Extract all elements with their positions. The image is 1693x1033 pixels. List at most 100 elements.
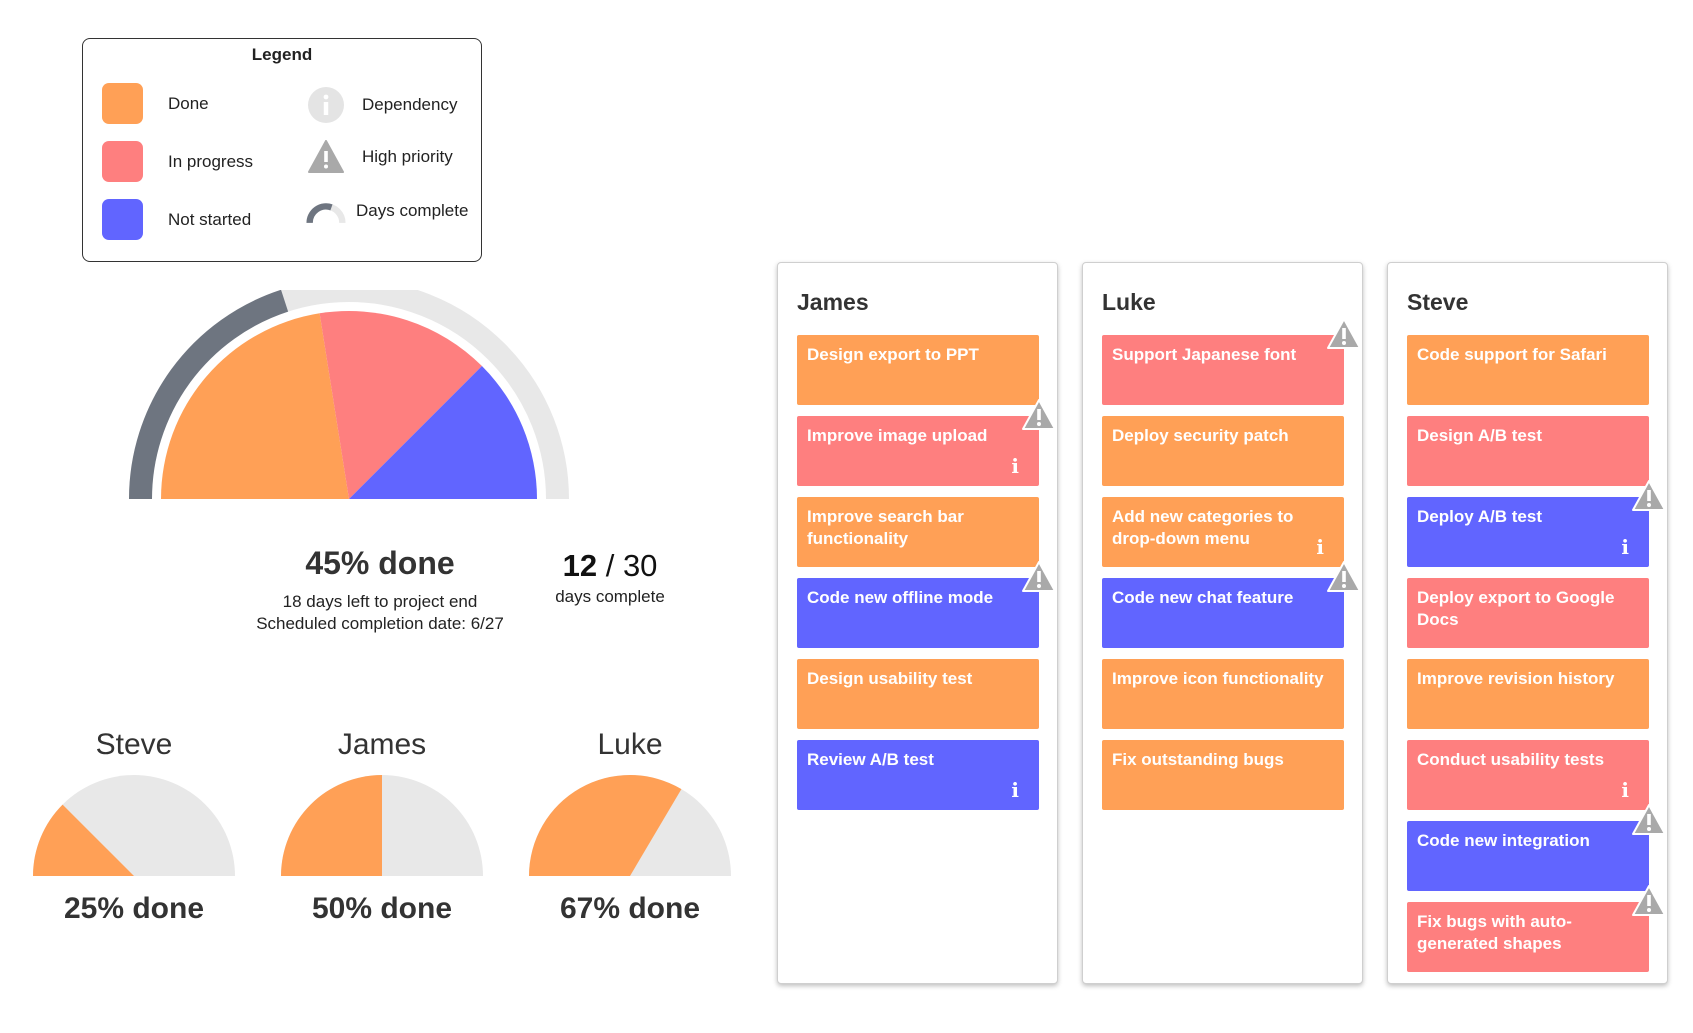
info-icon	[306, 85, 346, 125]
task-title: Design usability test	[807, 669, 973, 688]
task-title: Design A/B test	[1417, 426, 1543, 445]
pie-slice-not-started	[349, 366, 537, 499]
task-title: Code new integration	[1417, 831, 1590, 850]
task-title: Improve icon functionality	[1112, 669, 1324, 688]
warning-icon	[1632, 804, 1666, 835]
pie-slice-in-progress	[319, 310, 482, 499]
person-gauge-steve: Steve 25% done	[14, 728, 254, 926]
days-done-value: 12	[562, 548, 598, 583]
person-gauge-james: James 50% done	[262, 728, 502, 926]
task-card[interactable]: Deploy export to Google Docs	[1407, 578, 1649, 648]
legend-title: Legend	[251, 45, 313, 64]
project-progress-gauge	[129, 290, 569, 500]
task-card[interactable]: Conduct usability tests i	[1407, 740, 1649, 810]
task-title: Code support for Safari	[1417, 345, 1607, 364]
in-progress-swatch	[102, 141, 143, 182]
done-swatch	[102, 83, 143, 124]
info-icon[interactable]: i	[1621, 535, 1629, 559]
info-icon[interactable]: i	[1621, 778, 1629, 802]
task-card[interactable]: Code new chat feature	[1102, 561, 1361, 648]
task-title: Fix outstanding bugs	[1112, 750, 1284, 769]
legend-label-dependency: Dependency	[362, 95, 458, 114]
task-card[interactable]: Improve search bar functionality	[797, 497, 1039, 567]
task-card[interactable]: Fix bugs with auto-generated shapes	[1407, 885, 1666, 972]
person-half-pie	[33, 775, 235, 876]
person-half-pie	[529, 775, 731, 876]
task-card[interactable]: Improve image upload i	[797, 399, 1056, 486]
pie-slice-done	[161, 313, 349, 499]
warning-icon	[1632, 480, 1666, 511]
days-separator: /	[605, 548, 615, 583]
days-complete-arc	[129, 290, 289, 500]
legend-box: Legend Done In progress Not started Depe…	[82, 38, 482, 262]
task-title: Deploy A/B test	[1417, 507, 1543, 526]
task-title: Fix bugs with auto-generated shapes	[1417, 912, 1572, 953]
warning-icon	[1022, 399, 1056, 430]
days-left-text: 18 days left to project end	[282, 592, 478, 611]
warning-icon	[1327, 318, 1361, 349]
task-card[interactable]: Deploy A/B test i	[1407, 480, 1666, 567]
task-card[interactable]: Deploy security patch	[1102, 416, 1344, 486]
legend-item-high-priority: High priority	[306, 137, 453, 177]
task-title: Add new categories to drop-down menu	[1112, 507, 1294, 548]
task-title: Support Japanese font	[1112, 345, 1297, 364]
legend-label-done: Done	[168, 93, 209, 113]
warning-icon	[1327, 561, 1361, 592]
not-started-swatch	[102, 199, 143, 240]
legend-label-not-started: Not started	[168, 209, 252, 229]
done-slice	[281, 775, 382, 876]
legend-item-dependency: Dependency	[306, 85, 457, 125]
days-complete-label: days complete	[555, 587, 665, 606]
warning-icon	[1022, 561, 1056, 592]
task-card[interactable]: Code new offline mode	[797, 561, 1056, 648]
task-card[interactable]: Design export to PPT	[797, 335, 1039, 405]
completion-date-text: Scheduled completion date: 6/27	[256, 614, 504, 633]
column-title: Steve	[1407, 289, 1469, 315]
overall-percent-label: 45% done	[305, 545, 455, 581]
task-card[interactable]: Design A/B test	[1407, 416, 1649, 486]
person-percent-label: 50% done	[311, 892, 453, 925]
column-steve: Steve Code support for Safari Design A/B t…	[1387, 262, 1668, 984]
legend-label-days-complete: Days complete	[356, 201, 469, 220]
task-title: Improve revision history	[1417, 669, 1615, 688]
warning-icon	[306, 137, 346, 177]
done-slice	[33, 804, 134, 876]
legend-label-in-progress: In progress	[168, 151, 254, 171]
person-name: Steve	[95, 728, 173, 761]
info-icon[interactable]: i	[1316, 535, 1324, 559]
task-title: Code new chat feature	[1112, 588, 1294, 607]
arc-icon	[306, 191, 346, 231]
task-title: Design export to PPT	[807, 345, 979, 364]
task-title: Improve search bar functionality	[807, 507, 964, 548]
legend-label-high-priority: High priority	[362, 147, 453, 166]
task-card[interactable]: Code new integration	[1407, 804, 1666, 891]
legend-item-not-started: Not started	[102, 199, 251, 240]
column-title: James	[797, 289, 869, 315]
person-name: Luke	[597, 728, 663, 761]
task-card[interactable]: Review A/B test i	[797, 740, 1039, 810]
info-icon[interactable]: i	[1011, 778, 1019, 802]
person-half-pie	[281, 775, 483, 876]
info-icon[interactable]: i	[1011, 454, 1019, 478]
legend-item-done: Done	[102, 83, 209, 124]
column-luke: Luke Support Japanese font Deploy security…	[1082, 262, 1363, 984]
task-card[interactable]: Code support for Safari	[1407, 335, 1649, 405]
task-title: Review A/B test	[807, 750, 934, 769]
task-title: Improve image upload	[807, 426, 988, 445]
task-title: Code new offline mode	[807, 588, 994, 607]
person-percent-label: 67% done	[559, 892, 701, 925]
days-total-value: 30	[622, 548, 658, 583]
task-card[interactable]: Fix outstanding bugs	[1102, 740, 1344, 810]
days-complete-count: 12 / 30	[520, 548, 700, 584]
column-james: James Design export to PPT Improve image u…	[777, 262, 1058, 984]
task-title: Deploy export to Google Docs	[1417, 588, 1615, 629]
person-name: James	[337, 728, 427, 761]
task-title: Deploy security patch	[1112, 426, 1289, 445]
legend-item-days-complete: Days complete	[306, 191, 468, 231]
task-card[interactable]: Support Japanese font	[1102, 318, 1361, 405]
done-slice	[529, 775, 682, 876]
task-card[interactable]: Design usability test	[797, 659, 1039, 729]
task-card[interactable]: Improve revision history	[1407, 659, 1649, 729]
task-card[interactable]: Improve icon functionality	[1102, 659, 1344, 729]
task-card[interactable]: Add new categories to drop-down menu i	[1102, 497, 1344, 567]
